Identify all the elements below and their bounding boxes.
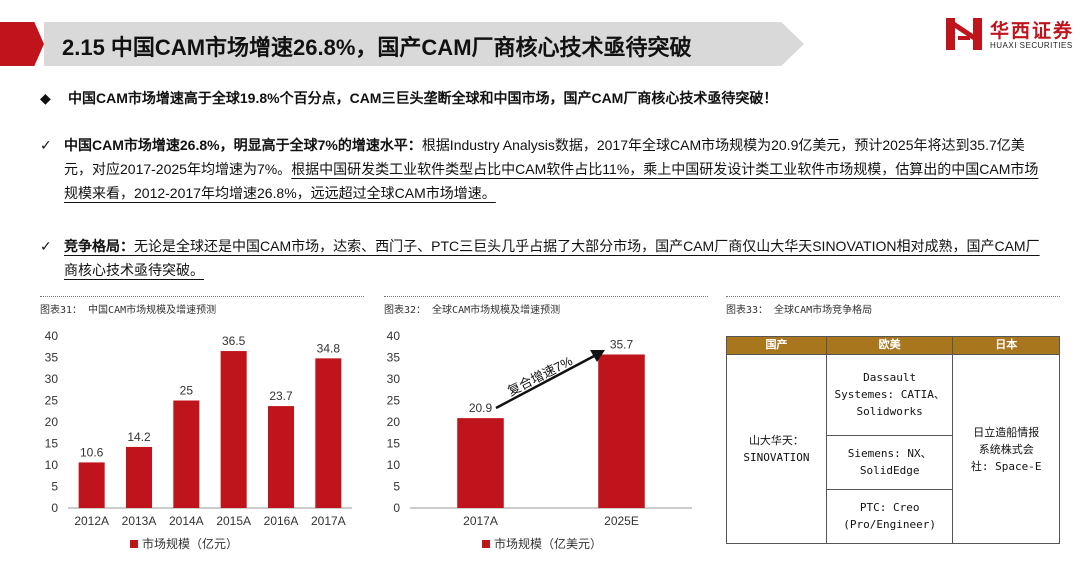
- diamond-bullet-icon: ◆: [40, 90, 51, 106]
- y-tick-label: 40: [45, 329, 59, 343]
- table-cell-domestic: 山大华天： SINOVATION: [726, 354, 827, 544]
- data-label: 35.7: [610, 337, 634, 351]
- competition-paragraph: ✓ 竞争格局：无论是全球还是中国CAM市场，达索、西门子、PTC三巨头几乎占据了…: [40, 234, 1050, 282]
- x-tick-label: 2016A: [264, 514, 299, 528]
- western-line: Solidworks: [856, 405, 923, 419]
- competition-table: 国产 欧美 日本 山大华天： SINOVATION Dassault Syste…: [726, 336, 1060, 545]
- data-label: 23.7: [269, 389, 293, 403]
- global-cam-market-chart: 0 5 10 15 20 25 30 35 40 20.9 2017A 35.7 2025E市场规模（亿…: [387, 329, 692, 551]
- table-cell-ptc: PTC: Creo (Pro/Engineer): [825, 488, 954, 545]
- y-tick-label: 25: [387, 394, 401, 408]
- y-tick-label: 30: [387, 372, 401, 386]
- huaxi-logo-icon: [946, 18, 982, 50]
- legend-swatch: [130, 540, 138, 548]
- japan-line: 系统株式会: [978, 442, 1034, 456]
- x-tick-label: 2025E: [604, 514, 639, 528]
- bar: [125, 446, 153, 508]
- x-tick-label: 2014A: [169, 514, 204, 528]
- y-tick-label: 35: [45, 351, 59, 365]
- data-label: 14.2: [127, 430, 151, 444]
- x-tick-label: 2017A: [463, 514, 498, 528]
- china-cam-market-chart: 0 5 10 15 20 25 30 35 40 10.6 2012A 14.2 2013A 25 2014…: [45, 329, 352, 551]
- legend-swatch: [482, 540, 490, 548]
- header-grey-band: [44, 22, 804, 66]
- western-line: Systemes: CATIA、: [834, 388, 945, 402]
- bar: [220, 351, 247, 508]
- western-line: PTC: Creo: [859, 501, 920, 515]
- summary-bullet: ◆ 中国CAM市场增速高于全球19.8%个百分点，CAM三巨头垄断全球和中国市场，…: [40, 88, 777, 108]
- figure33-caption: 图表33： 全球CAM市场竞争格局: [726, 296, 1060, 316]
- header-red-arrow: [0, 22, 44, 66]
- figure32-caption: 图表32： 全球CAM市场规模及增速预测: [384, 296, 708, 316]
- data-label: 34.8: [317, 341, 341, 355]
- western-line: (Pro/Engineer): [843, 518, 937, 532]
- table-cell-dassault: Dassault Systemes: CATIA、 Solidworks: [825, 354, 954, 436]
- table-header-western: 欧美: [825, 336, 954, 355]
- domestic-line: 山大华天：: [748, 434, 804, 447]
- x-tick-label: 2013A: [122, 514, 157, 528]
- table-header-japan: 日本: [952, 336, 1060, 355]
- western-line: Siemens: NX、: [847, 447, 932, 461]
- page-title: 2.15 中国CAM市场增速26.8%，国产CAM厂商核心技术亟待突破: [62, 35, 692, 60]
- y-tick-label: 10: [387, 458, 401, 472]
- x-tick-label: 2012A: [74, 514, 109, 528]
- y-tick-label: 20: [45, 415, 59, 429]
- y-tick-label: 35: [387, 351, 401, 365]
- y-tick-label: 15: [45, 437, 59, 451]
- check-icon: ✓: [40, 137, 52, 153]
- bar: [267, 406, 295, 508]
- y-tick-label: 0: [51, 501, 58, 515]
- summary-text: 中国CAM市场增速高于全球19.8%个百分点，CAM三巨头垄断全球和中国市场，国…: [68, 90, 778, 106]
- y-tick-label: 10: [45, 458, 59, 472]
- para2-heading: 竞争格局：: [64, 238, 134, 254]
- y-tick-label: 25: [45, 394, 59, 408]
- figure31-caption: 图表31： 中国CAM市场规模及增速预测: [40, 296, 364, 316]
- bar: [78, 462, 105, 508]
- para1-underlined: 根据中国研发类工业软件类型占比中CAM软件占比11%，乘上中国研发设计类工业软件…: [64, 161, 1039, 201]
- table-cell-siemens: Siemens: NX、 SolidEdge: [825, 434, 954, 490]
- logo-chinese-name: 华西证券: [990, 21, 1075, 42]
- data-label: 20.9: [469, 401, 493, 415]
- y-tick-label: 40: [387, 329, 401, 343]
- y-tick-label: 30: [45, 372, 59, 386]
- para1-heading: 中国CAM市场增速26.8%，明显高于全球7%的增速水平：: [64, 137, 422, 153]
- y-tick-label: 15: [387, 437, 401, 451]
- bar: [315, 358, 342, 508]
- y-tick-label: 20: [387, 415, 401, 429]
- western-line: Dassault: [863, 371, 917, 385]
- bar: [457, 418, 504, 508]
- data-label: 25: [180, 384, 194, 398]
- check-icon: ✓: [40, 238, 52, 254]
- growth-arrowhead: [590, 350, 605, 362]
- market-growth-paragraph: ✓ 中国CAM市场增速26.8%，明显高于全球7%的增速水平：根据Industr…: [40, 133, 1050, 205]
- western-line: SolidEdge: [859, 464, 920, 478]
- para2-body: 无论是全球还是中国CAM市场，达索、西门子、PTC三巨头几乎占据了大部分市场，国…: [64, 238, 1040, 278]
- logo-english-name: HUAXI SECURITIES: [990, 41, 1073, 50]
- legend-label: 市场规模（亿元）: [142, 536, 238, 551]
- japan-line: 社: Space-E: [970, 459, 1042, 473]
- y-tick-label: 0: [393, 501, 400, 515]
- x-tick-label: 2017A: [311, 514, 346, 528]
- japan-line: 日立造船情报: [973, 425, 1040, 439]
- y-tick-label: 5: [393, 480, 400, 494]
- domestic-line: SINOVATION: [743, 451, 810, 464]
- growth-arrow: [495, 353, 597, 410]
- legend-label: 市场规模（亿美元）: [494, 536, 602, 551]
- growth-annotation: 复合增速7%: [505, 353, 575, 399]
- data-label: 36.5: [222, 334, 246, 348]
- table-header-domestic: 国产: [726, 336, 827, 355]
- x-tick-label: 2015A: [216, 514, 251, 528]
- slide-header: 2.15 中国CAM市场增速26.8%，国产CAM厂商核心技术亟待突破 华西证券…: [0, 0, 1080, 72]
- data-label: 10.6: [80, 445, 104, 459]
- bar: [173, 400, 200, 508]
- y-tick-label: 5: [51, 480, 58, 494]
- table-cell-japan: 日立造船情报 系统株式会 社: Space-E: [952, 354, 1060, 544]
- bar: [598, 354, 645, 508]
- para1-body: 根据Industry Analysis数据，2017年全球CAM市场规模为20.…: [64, 137, 1025, 177]
